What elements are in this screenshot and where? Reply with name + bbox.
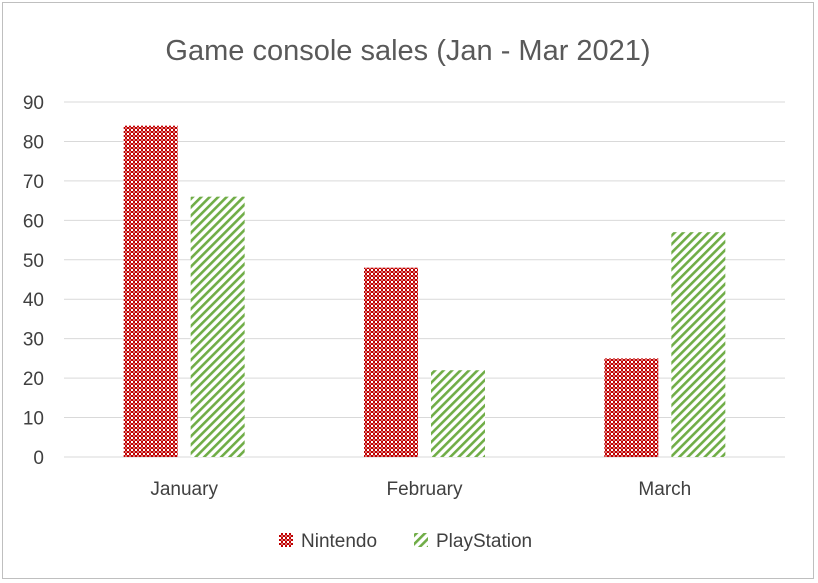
bar-playstation-march: [671, 232, 726, 457]
bar-nintendo-february: [364, 267, 418, 457]
y-tick-label: 50: [23, 251, 44, 272]
y-tick-label: 80: [23, 132, 44, 153]
y-tick-label: 70: [23, 172, 44, 193]
gridlines: [64, 101, 785, 458]
bar-playstation-january: [190, 196, 245, 457]
bar-chart: Game console sales (Jan - Mar 2021) 0 10 2…: [23, 35, 785, 552]
x-axis-tick-labels: January February March: [150, 479, 691, 500]
legend-swatch: [414, 533, 428, 547]
x-tick-label: February: [386, 479, 463, 500]
legend-label: PlayStation: [436, 531, 532, 552]
y-tick-label: 40: [23, 290, 44, 311]
y-tick-label: 90: [23, 93, 44, 114]
legend: Nintendo PlayStation: [279, 531, 532, 552]
legend-item-playstation: PlayStation: [414, 531, 532, 552]
legend-label: Nintendo: [301, 531, 377, 552]
y-tick-label: 20: [23, 369, 44, 390]
y-tick-label: 60: [23, 211, 44, 232]
legend-swatch: [279, 533, 293, 547]
x-tick-label: January: [150, 479, 218, 500]
legend-item-nintendo: Nintendo: [279, 531, 377, 552]
bar-nintendo-march: [604, 358, 659, 457]
bar-playstation-february: [431, 370, 485, 457]
y-axis-tick-labels: 0 10 20 30 40 50 60 70 80 90: [23, 93, 44, 469]
y-tick-label: 0: [33, 448, 44, 469]
chart-title: Game console sales (Jan - Mar 2021): [165, 35, 650, 67]
bars: [123, 125, 726, 458]
x-tick-label: March: [638, 479, 691, 500]
y-tick-label: 30: [23, 330, 44, 351]
bar-nintendo-january: [123, 125, 178, 458]
y-tick-label: 10: [23, 409, 44, 430]
